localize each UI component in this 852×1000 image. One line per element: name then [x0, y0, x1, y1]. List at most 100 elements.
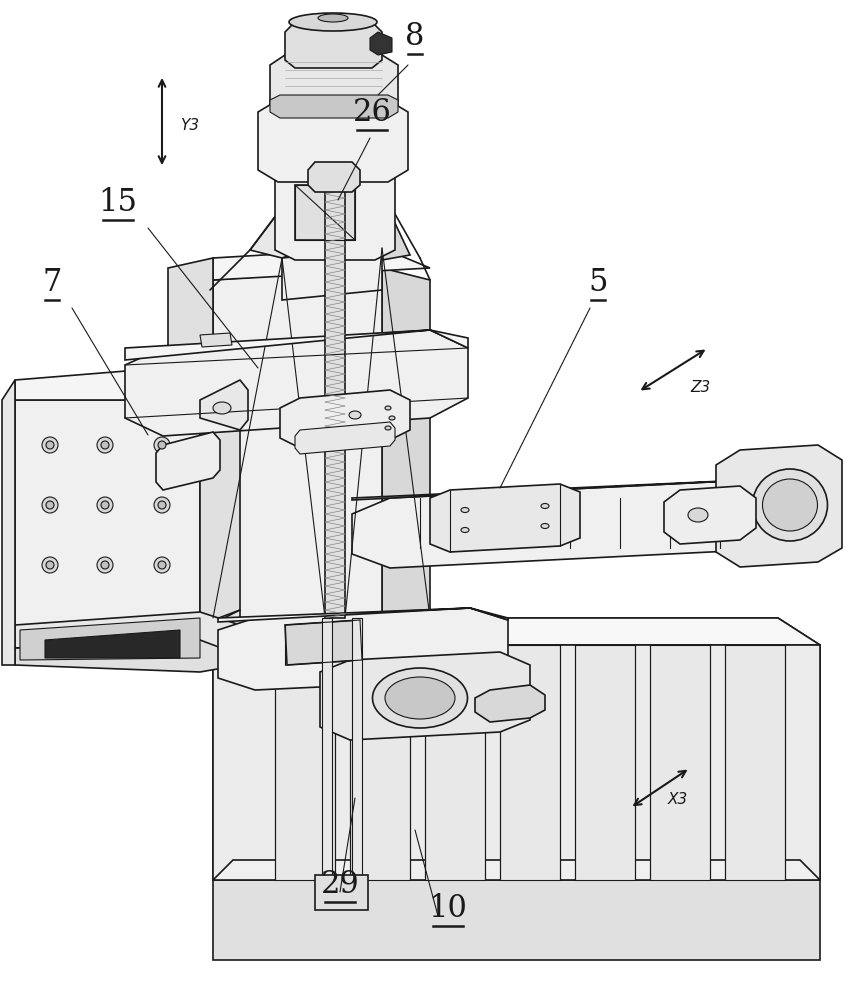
Ellipse shape	[318, 14, 348, 22]
Ellipse shape	[46, 561, 54, 569]
Ellipse shape	[42, 557, 58, 573]
Text: 15: 15	[99, 187, 137, 218]
Polygon shape	[270, 55, 398, 115]
Polygon shape	[218, 608, 508, 690]
Polygon shape	[125, 330, 468, 360]
Polygon shape	[285, 22, 382, 68]
Ellipse shape	[688, 508, 708, 522]
Polygon shape	[325, 165, 345, 618]
Ellipse shape	[385, 426, 391, 430]
Polygon shape	[370, 32, 392, 55]
Text: 5: 5	[588, 267, 607, 298]
Ellipse shape	[385, 406, 391, 410]
Polygon shape	[213, 880, 820, 960]
Ellipse shape	[752, 469, 827, 541]
Polygon shape	[716, 445, 842, 567]
Polygon shape	[352, 618, 362, 890]
Polygon shape	[200, 380, 248, 430]
Polygon shape	[15, 612, 240, 660]
Polygon shape	[280, 390, 410, 448]
Text: X3: X3	[668, 792, 688, 808]
Ellipse shape	[46, 441, 54, 449]
Polygon shape	[213, 618, 820, 645]
Polygon shape	[425, 645, 485, 880]
Polygon shape	[213, 860, 820, 880]
Polygon shape	[213, 618, 820, 910]
Polygon shape	[218, 608, 508, 622]
Polygon shape	[664, 486, 756, 544]
Ellipse shape	[97, 437, 113, 453]
Polygon shape	[322, 618, 332, 890]
Polygon shape	[320, 652, 530, 740]
Polygon shape	[258, 100, 408, 182]
Polygon shape	[15, 610, 240, 648]
Polygon shape	[2, 380, 15, 665]
Polygon shape	[382, 268, 430, 645]
Polygon shape	[352, 478, 830, 500]
Ellipse shape	[372, 668, 468, 728]
Polygon shape	[200, 365, 240, 625]
Ellipse shape	[97, 557, 113, 573]
Ellipse shape	[541, 504, 549, 508]
Polygon shape	[15, 365, 240, 400]
Polygon shape	[475, 685, 545, 722]
Polygon shape	[350, 645, 410, 880]
Ellipse shape	[158, 561, 166, 569]
Text: 8: 8	[406, 21, 424, 52]
Polygon shape	[15, 640, 240, 672]
Ellipse shape	[158, 441, 166, 449]
Text: 10: 10	[429, 893, 468, 924]
Ellipse shape	[289, 13, 377, 31]
Text: 29: 29	[320, 869, 360, 900]
Polygon shape	[725, 645, 785, 880]
Polygon shape	[352, 478, 830, 568]
Ellipse shape	[101, 501, 109, 509]
Polygon shape	[213, 268, 382, 645]
Polygon shape	[213, 248, 430, 280]
Ellipse shape	[154, 497, 170, 513]
Ellipse shape	[97, 497, 113, 513]
Polygon shape	[275, 645, 335, 880]
Polygon shape	[168, 258, 213, 645]
Polygon shape	[275, 165, 395, 260]
Ellipse shape	[101, 561, 109, 569]
Polygon shape	[270, 95, 398, 118]
Polygon shape	[370, 170, 410, 260]
Ellipse shape	[385, 677, 455, 719]
Ellipse shape	[763, 479, 818, 531]
Text: 7: 7	[43, 267, 61, 298]
Polygon shape	[156, 432, 220, 490]
Polygon shape	[45, 630, 180, 658]
Ellipse shape	[101, 441, 109, 449]
Ellipse shape	[541, 524, 549, 528]
Text: Z3: Z3	[690, 380, 711, 395]
Polygon shape	[180, 618, 430, 645]
Polygon shape	[295, 422, 395, 454]
Polygon shape	[575, 645, 635, 880]
Text: 26: 26	[353, 97, 391, 128]
Ellipse shape	[154, 557, 170, 573]
Ellipse shape	[158, 501, 166, 509]
Polygon shape	[650, 645, 710, 880]
Ellipse shape	[389, 416, 395, 420]
Ellipse shape	[349, 411, 361, 419]
Polygon shape	[500, 645, 560, 880]
Polygon shape	[430, 484, 580, 552]
Polygon shape	[285, 620, 362, 665]
Polygon shape	[282, 248, 382, 300]
Ellipse shape	[213, 402, 231, 414]
Polygon shape	[200, 333, 232, 347]
Polygon shape	[20, 618, 200, 660]
Ellipse shape	[42, 497, 58, 513]
Polygon shape	[295, 185, 355, 240]
Ellipse shape	[461, 508, 469, 512]
Polygon shape	[125, 330, 468, 436]
Polygon shape	[160, 618, 450, 660]
Text: Y3: Y3	[180, 117, 199, 132]
Ellipse shape	[461, 528, 469, 532]
Polygon shape	[308, 162, 360, 192]
Polygon shape	[15, 400, 200, 630]
Polygon shape	[213, 645, 820, 880]
Ellipse shape	[46, 501, 54, 509]
Ellipse shape	[154, 437, 170, 453]
